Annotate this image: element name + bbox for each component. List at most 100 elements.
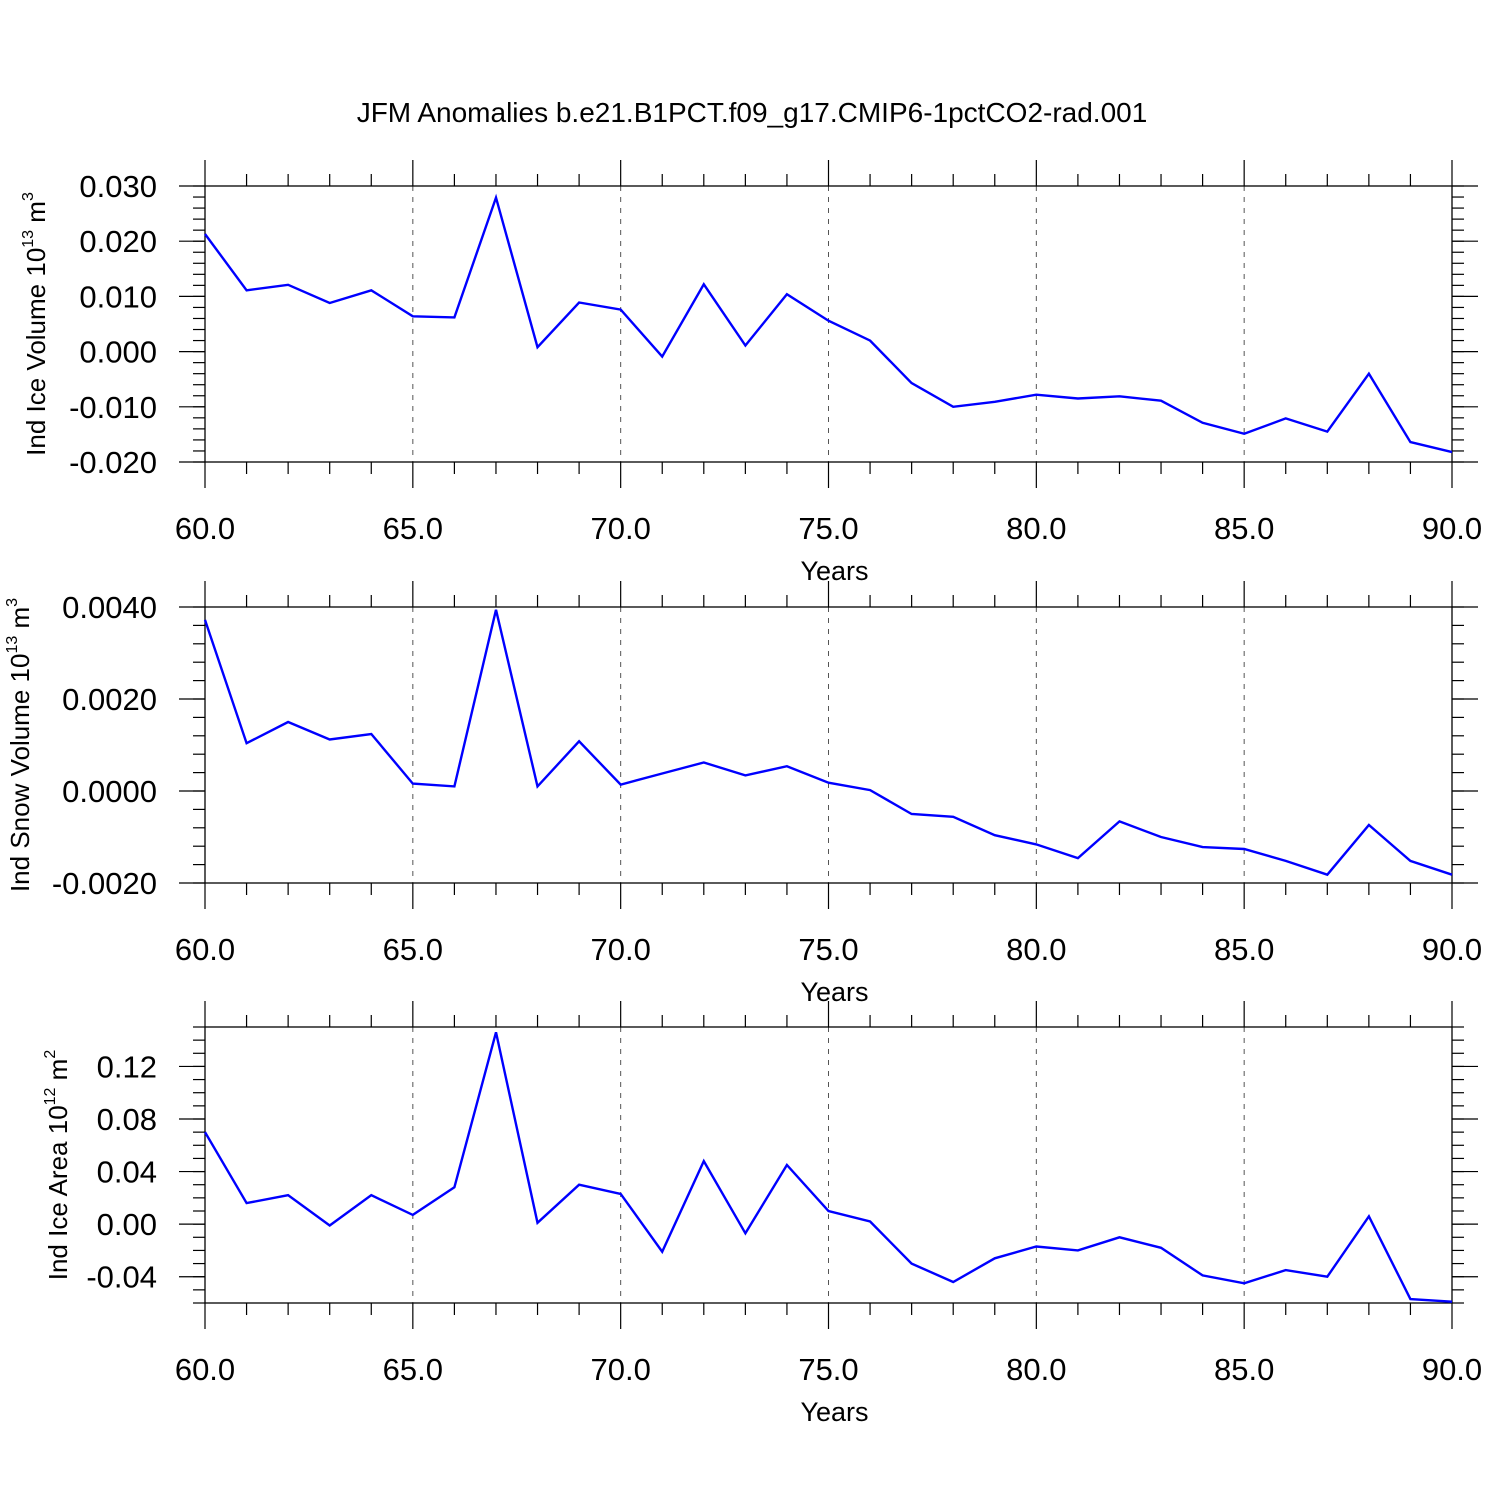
chart-title: JFM Anomalies b.e21.B1PCT.f09_g17.CMIP6-… bbox=[357, 97, 1148, 128]
y-axis-title: Ind Snow Volume 1013 m3 bbox=[4, 598, 35, 892]
y-tick-label: 0.0020 bbox=[62, 682, 157, 717]
y-tick-label: -0.020 bbox=[69, 445, 157, 480]
data-point bbox=[1243, 433, 1245, 435]
data-point bbox=[536, 346, 538, 348]
data-point bbox=[536, 785, 538, 787]
data-point bbox=[952, 406, 954, 408]
data-point bbox=[287, 721, 289, 723]
data-point bbox=[827, 1210, 829, 1212]
series-line-ice-area bbox=[203, 1031, 1453, 1303]
data-point bbox=[412, 315, 414, 317]
y-axis-title-prefix: Ind Ice Volume 10 bbox=[21, 248, 51, 456]
data-point bbox=[287, 284, 289, 286]
y-axis-title-prefix: Ind Snow Volume 10 bbox=[5, 654, 35, 893]
data-point bbox=[1368, 1215, 1370, 1217]
data-point bbox=[245, 1202, 247, 1204]
data-point bbox=[370, 289, 372, 291]
x-tick-label: 65.0 bbox=[383, 1352, 443, 1387]
data-point bbox=[578, 1184, 580, 1186]
data-point bbox=[744, 1232, 746, 1234]
data-point bbox=[994, 401, 996, 403]
data-point bbox=[1118, 395, 1120, 397]
x-tick-label: 75.0 bbox=[798, 932, 858, 967]
x-tick-label: 65.0 bbox=[383, 511, 443, 546]
data-point bbox=[1201, 846, 1203, 848]
panel-ice-volume: -0.020 -0.010 0.000 0.010 0.020 0.030 60.0 65.0… bbox=[20, 160, 1482, 586]
series-line-ice-volume bbox=[204, 193, 1453, 454]
data-point bbox=[744, 774, 746, 776]
x-tick-label: 60.0 bbox=[175, 511, 235, 546]
data-point bbox=[910, 382, 912, 384]
y-tick-label: 0.000 bbox=[79, 335, 157, 370]
data-point bbox=[827, 782, 829, 784]
data-point bbox=[869, 339, 871, 341]
data-point bbox=[1409, 860, 1411, 862]
data-point bbox=[827, 319, 829, 321]
x-tick-label: 70.0 bbox=[590, 511, 650, 546]
data-point bbox=[453, 785, 455, 787]
data-point bbox=[204, 619, 206, 621]
panel-ice-area: -0.04 0.00 0.04 0.08 0.12 60.0 65.0 70.0 75.0 80.… bbox=[42, 1001, 1482, 1427]
panels: -0.020 -0.010 0.000 0.010 0.020 0.030 60.0 65.0… bbox=[4, 160, 1482, 1427]
x-tick-label: 70.0 bbox=[590, 1352, 650, 1387]
y-axis-title-exp: 13 bbox=[20, 230, 37, 248]
y-tick-label: -0.0020 bbox=[52, 866, 157, 901]
data-point bbox=[495, 609, 497, 611]
y-axis-title-unit: m bbox=[5, 607, 35, 636]
x-tick-label: 70.0 bbox=[590, 932, 650, 967]
data-point bbox=[578, 301, 580, 303]
data-point bbox=[1326, 1276, 1328, 1278]
y-tick-label: 0.12 bbox=[97, 1049, 157, 1084]
data-point bbox=[578, 740, 580, 742]
data-point bbox=[1368, 372, 1370, 374]
y-tick-label: 0.030 bbox=[79, 169, 157, 204]
data-point bbox=[1285, 417, 1287, 419]
data-point bbox=[1160, 1247, 1162, 1249]
data-point bbox=[453, 316, 455, 318]
data-point bbox=[329, 738, 331, 740]
data-point bbox=[329, 302, 331, 304]
data-point bbox=[370, 733, 372, 735]
y-tick-label: 0.08 bbox=[97, 1102, 157, 1137]
data-point bbox=[1409, 1298, 1411, 1300]
x-tick-label: 60.0 bbox=[175, 1352, 235, 1387]
x-axis-title: Years bbox=[800, 556, 868, 586]
data-point bbox=[952, 1281, 954, 1283]
x-tick-label: 65.0 bbox=[383, 932, 443, 967]
data-point bbox=[329, 1224, 331, 1226]
y-tick-label: -0.010 bbox=[69, 390, 157, 425]
y-tick-label: 0.00 bbox=[97, 1207, 157, 1242]
x-tick-label: 85.0 bbox=[1214, 511, 1274, 546]
series-line-snow-volume bbox=[203, 609, 1453, 877]
x-tick-label: 75.0 bbox=[798, 511, 858, 546]
data-point bbox=[412, 1214, 414, 1216]
x-tick-label: 80.0 bbox=[1006, 932, 1066, 967]
data-point bbox=[619, 783, 621, 785]
data-point bbox=[1285, 1269, 1287, 1271]
x-tick-label: 85.0 bbox=[1214, 1352, 1274, 1387]
y-tick-label: 0.020 bbox=[79, 224, 157, 259]
y-axis-title-exp: 12 bbox=[42, 1087, 59, 1105]
data-point bbox=[1160, 400, 1162, 402]
y-tick-label: -0.04 bbox=[86, 1260, 157, 1295]
y-axis-title-unit: m bbox=[43, 1059, 73, 1088]
y-tick-label: 0.010 bbox=[79, 279, 157, 314]
data-point bbox=[1451, 1300, 1453, 1302]
data-point bbox=[703, 283, 705, 285]
data-point bbox=[1326, 874, 1328, 876]
data-point bbox=[453, 1186, 455, 1188]
data-point bbox=[1160, 836, 1162, 838]
data-point bbox=[245, 742, 247, 744]
data-point bbox=[910, 1262, 912, 1264]
y-tick-label: 0.04 bbox=[97, 1155, 157, 1190]
x-tick-label: 85.0 bbox=[1214, 932, 1274, 967]
data-point bbox=[1077, 1249, 1079, 1251]
data-point bbox=[245, 289, 247, 291]
x-tick-label: 90.0 bbox=[1422, 511, 1482, 546]
data-point bbox=[786, 1164, 788, 1166]
data-point bbox=[703, 1160, 705, 1162]
data-point bbox=[1035, 843, 1037, 845]
data-point bbox=[869, 1220, 871, 1222]
data-point bbox=[1077, 857, 1079, 859]
x-axis-title: Years bbox=[800, 1397, 868, 1427]
